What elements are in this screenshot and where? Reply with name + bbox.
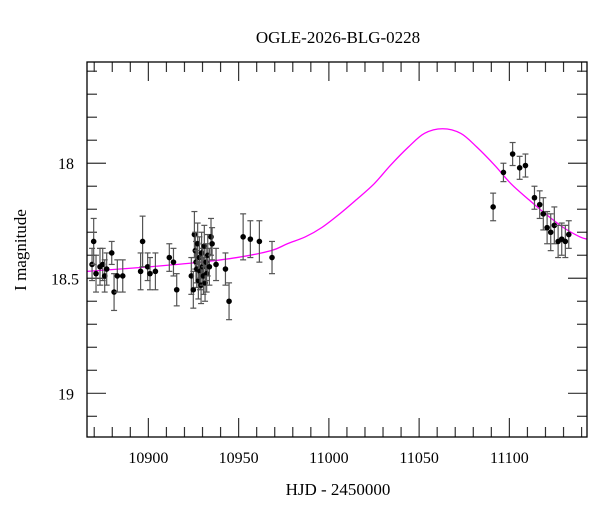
- x-tick-label: 10900: [128, 450, 168, 467]
- point-marker: [170, 259, 177, 265]
- data-point: [137, 252, 144, 291]
- point-marker: [269, 254, 275, 261]
- data-point: [119, 259, 126, 293]
- point-marker: [111, 289, 117, 295]
- point-marker: [240, 234, 246, 240]
- point-marker: [500, 169, 507, 176]
- data-point: [152, 252, 159, 291]
- point-marker: [137, 268, 144, 275]
- point-marker: [119, 273, 126, 279]
- data-point: [509, 141, 516, 167]
- data-point: [536, 190, 543, 220]
- point-marker: [256, 238, 263, 245]
- model-curve: [86, 128, 588, 273]
- point-marker: [209, 240, 215, 247]
- point-marker: [152, 268, 159, 275]
- data-point: [540, 197, 547, 231]
- point-marker: [516, 165, 523, 171]
- x-tick-label: 10950: [219, 450, 259, 467]
- data-point: [206, 247, 213, 286]
- point-marker: [551, 222, 558, 229]
- data-point: [551, 206, 558, 245]
- x-tick-label: 11100: [490, 450, 529, 467]
- point-marker: [536, 201, 543, 208]
- point-marker: [198, 250, 205, 256]
- data-point: [500, 162, 507, 183]
- data-point: [490, 192, 497, 222]
- point-marker: [547, 229, 554, 236]
- point-marker: [509, 151, 516, 157]
- data-point: [522, 153, 529, 178]
- plot-frame: [86, 61, 588, 438]
- point-marker: [144, 263, 151, 270]
- point-marker: [108, 250, 115, 256]
- y-axis-label: I magnitude: [11, 209, 30, 291]
- data-point: [114, 259, 121, 293]
- point-marker: [565, 231, 572, 238]
- axis-ticks: 10900 10950 11000 11050 11100 18 18.5 19: [51, 62, 587, 467]
- point-marker: [90, 238, 97, 245]
- point-marker: [208, 234, 214, 240]
- data-point: [516, 155, 523, 180]
- point-marker: [166, 254, 173, 261]
- data-point: [256, 220, 263, 263]
- point-marker: [222, 266, 229, 272]
- data-point: [269, 240, 276, 275]
- point-marker: [206, 263, 213, 270]
- point-marker: [139, 238, 146, 245]
- data-point: [240, 213, 247, 261]
- data-point: [173, 273, 180, 307]
- data-point: [170, 247, 177, 277]
- data-point: [93, 254, 100, 293]
- point-marker: [562, 238, 569, 245]
- data-point: [222, 252, 229, 286]
- point-marker: [93, 270, 99, 277]
- data-point: [146, 256, 153, 291]
- x-axis-label: HJD - 2450000: [286, 480, 391, 499]
- point-marker: [173, 286, 180, 293]
- data-point: [531, 185, 538, 210]
- point-marker: [190, 286, 197, 293]
- data-point: [226, 282, 233, 321]
- point-marker: [114, 273, 121, 279]
- data-point: [108, 240, 115, 266]
- point-marker: [226, 298, 232, 305]
- x-tick-label: 11050: [399, 450, 438, 467]
- data-point: [166, 243, 173, 272]
- data-points-layer: [89, 141, 572, 321]
- y-tick-label: 19: [58, 386, 74, 403]
- point-marker: [544, 224, 550, 231]
- data-point: [544, 210, 551, 245]
- data-point: [565, 220, 572, 249]
- data-point: [562, 224, 569, 259]
- data-point: [103, 252, 110, 286]
- data-point: [247, 220, 254, 259]
- point-marker: [103, 266, 110, 272]
- point-marker: [147, 270, 153, 277]
- point-marker: [490, 204, 496, 210]
- data-point: [213, 247, 220, 282]
- point-marker: [522, 162, 529, 169]
- y-tick-label: 18: [58, 156, 74, 173]
- point-marker: [531, 194, 538, 201]
- data-point: [547, 213, 554, 252]
- point-marker: [540, 211, 547, 217]
- chart-title: OGLE-2026-BLG-0228: [256, 28, 420, 47]
- point-marker: [213, 261, 219, 268]
- y-tick-label: 18.5: [51, 271, 79, 288]
- point-marker: [247, 236, 254, 242]
- data-point: [111, 273, 118, 312]
- model-curve-layer: [86, 128, 588, 273]
- data-point: [190, 270, 197, 309]
- data-point: [209, 227, 216, 261]
- data-point: [139, 215, 146, 268]
- x-tick-label: 11000: [309, 450, 348, 467]
